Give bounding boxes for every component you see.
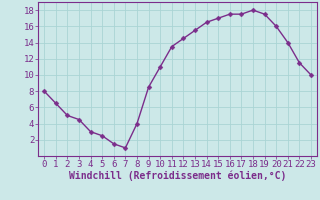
X-axis label: Windchill (Refroidissement éolien,°C): Windchill (Refroidissement éolien,°C) [69, 171, 286, 181]
